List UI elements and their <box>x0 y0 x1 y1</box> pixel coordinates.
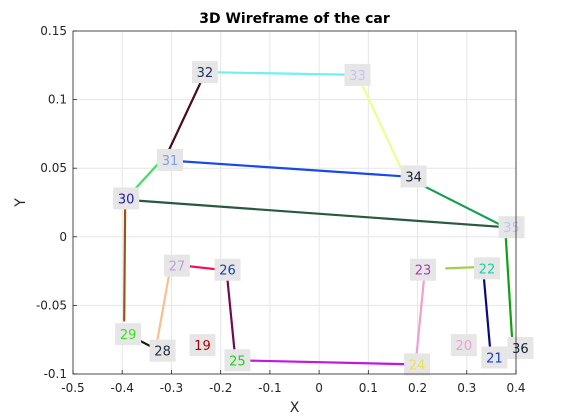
point-label: 22 <box>479 262 496 277</box>
point-label-background <box>473 257 500 280</box>
x-tick-label: 0.1 <box>359 381 378 395</box>
point-label-background <box>113 187 140 210</box>
x-tick-label: 0.2 <box>408 381 427 395</box>
point-labels: 19 20 21 22 23 24 25 26 27 28 29 30 31 32 33 34 35 36 <box>113 61 534 376</box>
wireframe-edge <box>482 278 492 359</box>
y-axis-label: Y <box>13 198 29 208</box>
wireframe-edge <box>204 71 359 77</box>
x-tick-label: -0.4 <box>111 381 134 395</box>
edges <box>121 71 514 366</box>
tick-labels: -0.5 -0.4 -0.3 -0.2 -0.1 0 0.1 0.2 0.3 0.4 -0.1 -0.… <box>36 24 526 395</box>
point-label-background <box>507 336 534 359</box>
point-label: 21 <box>486 352 503 367</box>
x-tick-label: 0.4 <box>506 381 525 395</box>
point-label: 36 <box>512 342 529 357</box>
wireframe-edge <box>414 278 426 366</box>
y-tick-label: -0.05 <box>36 298 67 312</box>
x-tick-label: -0.2 <box>209 381 232 395</box>
point-label: 19 <box>194 339 211 354</box>
x-tick-label: -0.3 <box>160 381 183 395</box>
wireframe-edge <box>160 158 406 178</box>
point-label-background <box>450 334 477 357</box>
y-tick-label: 0.05 <box>40 161 67 175</box>
x-axis-label: X <box>290 400 300 416</box>
point-label-background <box>344 63 371 86</box>
y-tick-label: -0.1 <box>44 367 67 381</box>
point-label: 34 <box>405 170 422 185</box>
point-label-background <box>115 323 142 346</box>
wireframe-edge <box>226 279 237 362</box>
y-tick-label: 0.1 <box>48 93 67 107</box>
wireframe-edge <box>123 198 127 322</box>
point-label-background <box>191 61 218 84</box>
point-label: 33 <box>349 69 366 84</box>
point-label: 30 <box>118 192 135 207</box>
wireframe-edge <box>504 226 514 340</box>
point-label: 25 <box>229 354 246 369</box>
x-tick-label: 0 <box>315 381 323 395</box>
x-tick-label: -0.1 <box>258 381 281 395</box>
wireframe-edge <box>154 263 173 354</box>
point-label-background <box>149 339 176 362</box>
chart-title: 3D Wireframe of the car <box>199 11 390 27</box>
point-label: 28 <box>154 345 171 360</box>
point-label-background <box>224 349 251 372</box>
point-label: 35 <box>503 221 520 236</box>
point-label: 29 <box>120 328 137 343</box>
wireframe-edge <box>166 71 207 155</box>
point-label: 24 <box>409 358 426 373</box>
point-label-background <box>156 148 183 171</box>
point-label: 27 <box>169 260 186 275</box>
point-label-background <box>214 258 241 281</box>
point-label: 20 <box>456 339 473 354</box>
point-label-background <box>400 165 427 188</box>
axes-box <box>72 30 517 375</box>
x-tick-label: 0.3 <box>457 381 476 395</box>
x-tick-label: -0.5 <box>61 381 84 395</box>
wireframe-edge <box>234 359 417 366</box>
point-label-background <box>189 334 216 357</box>
point-label: 26 <box>219 264 236 279</box>
grid <box>72 30 517 375</box>
y-tick-label: 0 <box>59 230 67 244</box>
point-label-background <box>481 346 508 369</box>
point-label: 31 <box>162 154 179 169</box>
point-label-background <box>498 216 525 239</box>
wireframe-edge <box>124 198 507 229</box>
point-label-background <box>409 258 436 281</box>
point-label-background <box>163 254 190 277</box>
point-label: 23 <box>415 264 432 279</box>
wireframe-edge <box>356 73 406 178</box>
point-label: 32 <box>197 66 214 81</box>
point-label-background <box>404 353 431 376</box>
y-tick-label: 0.15 <box>40 24 67 38</box>
